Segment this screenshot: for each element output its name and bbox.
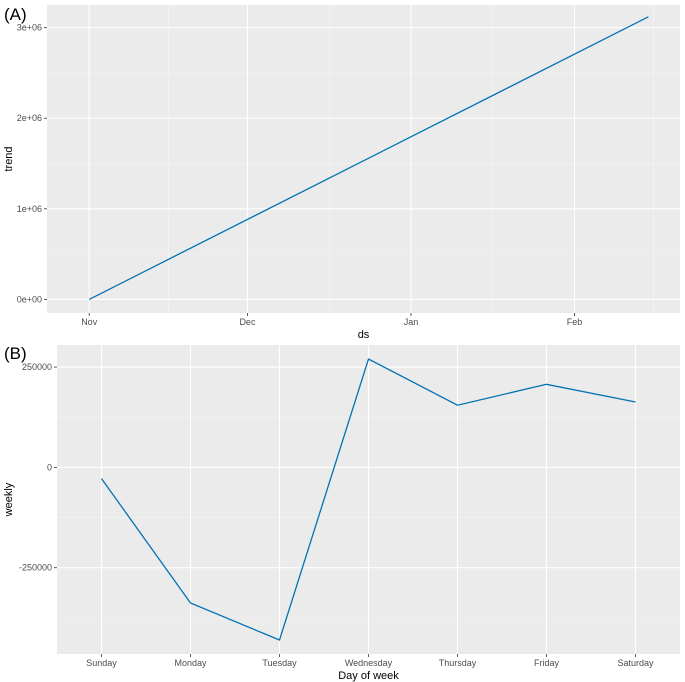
x-tick-label: Tuesday xyxy=(262,658,297,668)
y-tick-label: 0 xyxy=(47,462,52,472)
x-tick-label: Saturday xyxy=(617,658,654,668)
weekly-line xyxy=(100,358,636,641)
panel-a-label: (A) xyxy=(4,5,27,24)
x-tick-label: Dec xyxy=(239,317,256,327)
y-tick-label: -250000 xyxy=(19,563,52,573)
y-tick-label: 0e+00 xyxy=(17,294,42,304)
y-tick-label: 3e+06 xyxy=(17,23,42,33)
y-axis-title: weekly xyxy=(3,482,15,517)
y-tick-label: 250000 xyxy=(22,362,52,372)
y-axis-title: trend xyxy=(3,146,15,171)
x-axis-title: ds xyxy=(358,329,370,341)
y-tick-label: 2e+06 xyxy=(17,113,42,123)
y-tick-label: 1e+06 xyxy=(17,204,42,214)
weekly-chart: -250000 0 250000 Sunday Monday Tuesday Wednesd… xyxy=(3,345,680,682)
x-tick-label: Jan xyxy=(404,317,419,327)
trend-line xyxy=(88,16,649,300)
x-tick-label: Thursday xyxy=(439,658,477,668)
x-tick-label: Wednesday xyxy=(345,658,393,668)
x-tick-label: Monday xyxy=(174,658,207,668)
x-tick-label: Feb xyxy=(567,317,583,327)
x-axis-title: Day of week xyxy=(338,670,399,682)
trend-chart: 0e+00 1e+06 2e+06 3e+06 Nov Dec Jan Feb ds trend xyxy=(3,5,680,341)
panel-b-label: (B) xyxy=(4,344,27,363)
x-tick-label: Nov xyxy=(81,317,98,327)
x-tick-label: Sunday xyxy=(86,658,117,668)
x-tick-label: Friday xyxy=(534,658,560,668)
plot-panel-a xyxy=(47,5,680,313)
